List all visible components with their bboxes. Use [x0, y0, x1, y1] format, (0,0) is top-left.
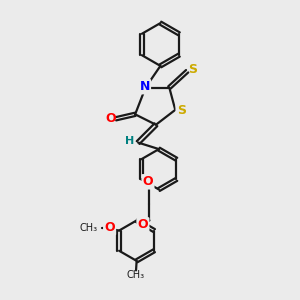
Text: N: N: [140, 80, 150, 93]
Text: O: O: [138, 218, 148, 231]
Text: O: O: [142, 175, 153, 188]
Text: O: O: [105, 112, 116, 125]
Text: O: O: [104, 221, 115, 234]
Text: S: S: [177, 104, 186, 117]
Text: CH₃: CH₃: [80, 223, 98, 233]
Text: H: H: [125, 136, 134, 146]
Text: CH₃: CH₃: [127, 270, 145, 280]
Text: S: S: [188, 63, 197, 76]
